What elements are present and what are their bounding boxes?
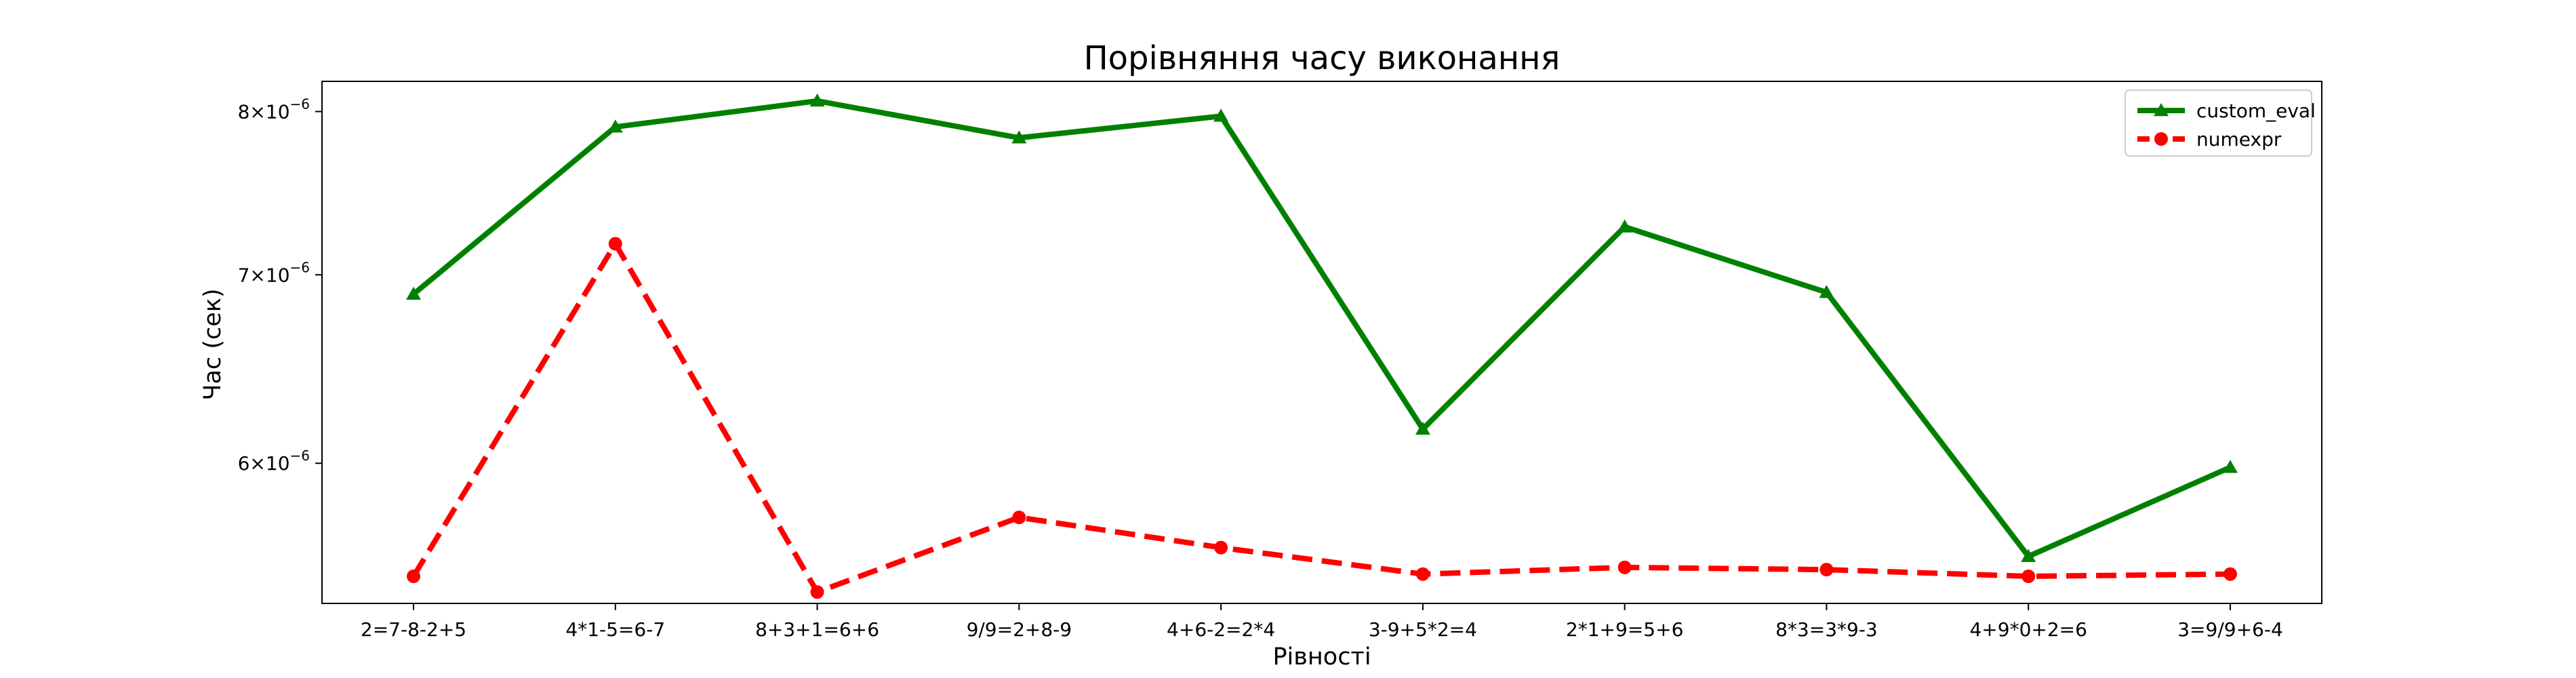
data-point-custom_eval [1617,219,1632,233]
data-point-numexpr [810,585,824,599]
y-axis-label: Час (сек) [199,288,226,400]
x-tick-label: 3-9+5*2=4 [1369,618,1477,641]
x-tick-label: 2=7-8-2+5 [361,618,466,641]
data-point-custom_eval [1213,108,1229,122]
data-point-numexpr [608,237,622,251]
legend-label-custom_eval: custom_eval [2196,100,2316,122]
legend-marker-numexpr [2154,132,2168,146]
data-point-numexpr [407,570,420,584]
data-point-custom_eval [406,286,421,300]
plot-frame [321,81,2322,604]
data-point-numexpr [1214,540,1228,555]
series-numexpr [407,237,2237,599]
data-point-custom_eval [1011,130,1027,144]
x-tick-label: 4*1-5=6-7 [565,618,665,641]
legend-box [2125,89,2312,157]
data-point-custom_eval [1819,285,1834,298]
legend-marker-custom_eval [2154,103,2169,117]
legend-label-numexpr: numexpr [2196,128,2282,151]
series-line-custom_eval [411,98,2232,559]
x-tick-label: 9/9=2+8-9 [967,618,1072,641]
data-point-numexpr [1819,563,1834,577]
data-point-custom_eval [607,119,623,133]
data-point-numexpr [1415,567,1430,581]
y-tick-label: 6×10−6 [238,447,310,475]
x-tick-label: 8+3+1=6+6 [755,618,879,641]
data-point-custom_eval [809,93,825,107]
x-axis-label: Рівності [1272,643,1371,671]
data-point-custom_eval [2021,549,2036,562]
y-tick-label: 8×10−6 [238,96,310,123]
data-point-numexpr [2223,567,2237,581]
x-tick-label: 8*3=3*9-3 [1775,618,1878,641]
data-point-custom_eval [1415,421,1430,435]
chart-title: Порівняння часу виконання [1084,39,1561,77]
data-point-numexpr [2021,570,2036,584]
x-tick-label: 2*1+9=5+6 [1566,618,1683,641]
series-custom_eval [406,93,2238,562]
series-line-numexpr [411,241,2231,595]
y-tick-label: 7×10−6 [238,259,310,286]
data-point-custom_eval [2223,460,2238,473]
data-point-numexpr [1617,560,1632,574]
x-tick-label: 4+9*0+2=6 [1969,618,2087,641]
series-layer [406,93,2238,599]
x-tick-label: 3=9/9+6-4 [2177,618,2283,641]
data-point-numexpr [1012,511,1026,525]
ticks-layer: 2=7-8-2+5 4*1-5=6-7 8+3+1=6+6 9/9=2+8-9 4+6-… [238,96,2283,641]
x-tick-label: 4+6-2=2*4 [1167,618,1275,641]
